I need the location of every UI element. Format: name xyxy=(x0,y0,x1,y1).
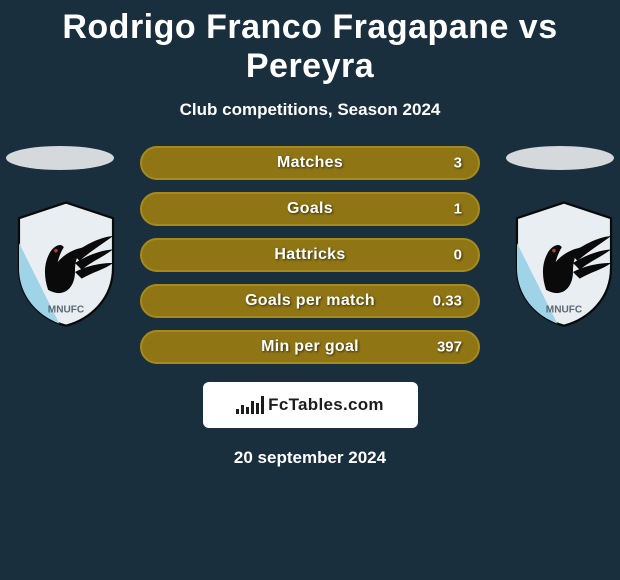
stat-label: Hattricks xyxy=(274,246,345,264)
stat-label: Goals per match xyxy=(245,292,375,310)
stat-row: Min per goal 397 xyxy=(140,330,480,364)
date-label: 20 september 2024 xyxy=(0,448,620,468)
stat-value: 0.33 xyxy=(433,293,462,310)
stat-label: Min per goal xyxy=(261,338,359,356)
stat-row: Goals per match 0.33 xyxy=(140,284,480,318)
page-subtitle: Club competitions, Season 2024 xyxy=(0,100,620,120)
stat-list: Matches 3 Goals 1 Hattricks 0 Goals per match 0… xyxy=(140,146,480,364)
stat-label: Goals xyxy=(287,200,333,218)
stat-value: 3 xyxy=(454,155,462,172)
page-title: Rodrigo Franco Fragapane vs Pereyra xyxy=(0,0,620,86)
stat-row: Hattricks 0 xyxy=(140,238,480,272)
comparison-arena: MNUFC MNUFC Matches 3 Goals 1 Hattricks 0 Goal… xyxy=(0,146,620,364)
player-photo-left xyxy=(6,146,114,170)
fctables-logo-icon xyxy=(236,396,264,414)
stat-value: 0 xyxy=(454,247,462,264)
stat-value: 397 xyxy=(437,339,462,356)
club-badge-right: MNUFC xyxy=(508,198,620,328)
stat-value: 1 xyxy=(454,201,462,218)
club-badge-left: MNUFC xyxy=(10,198,122,328)
stat-row: Goals 1 xyxy=(140,192,480,226)
fctables-attribution: FcTables.com xyxy=(203,382,418,428)
stat-row: Matches 3 xyxy=(140,146,480,180)
svg-text:MNUFC: MNUFC xyxy=(546,304,582,315)
fctables-text: FcTables.com xyxy=(268,395,384,415)
stat-label: Matches xyxy=(277,154,343,172)
player-photo-right xyxy=(506,146,614,170)
svg-text:MNUFC: MNUFC xyxy=(48,304,84,315)
